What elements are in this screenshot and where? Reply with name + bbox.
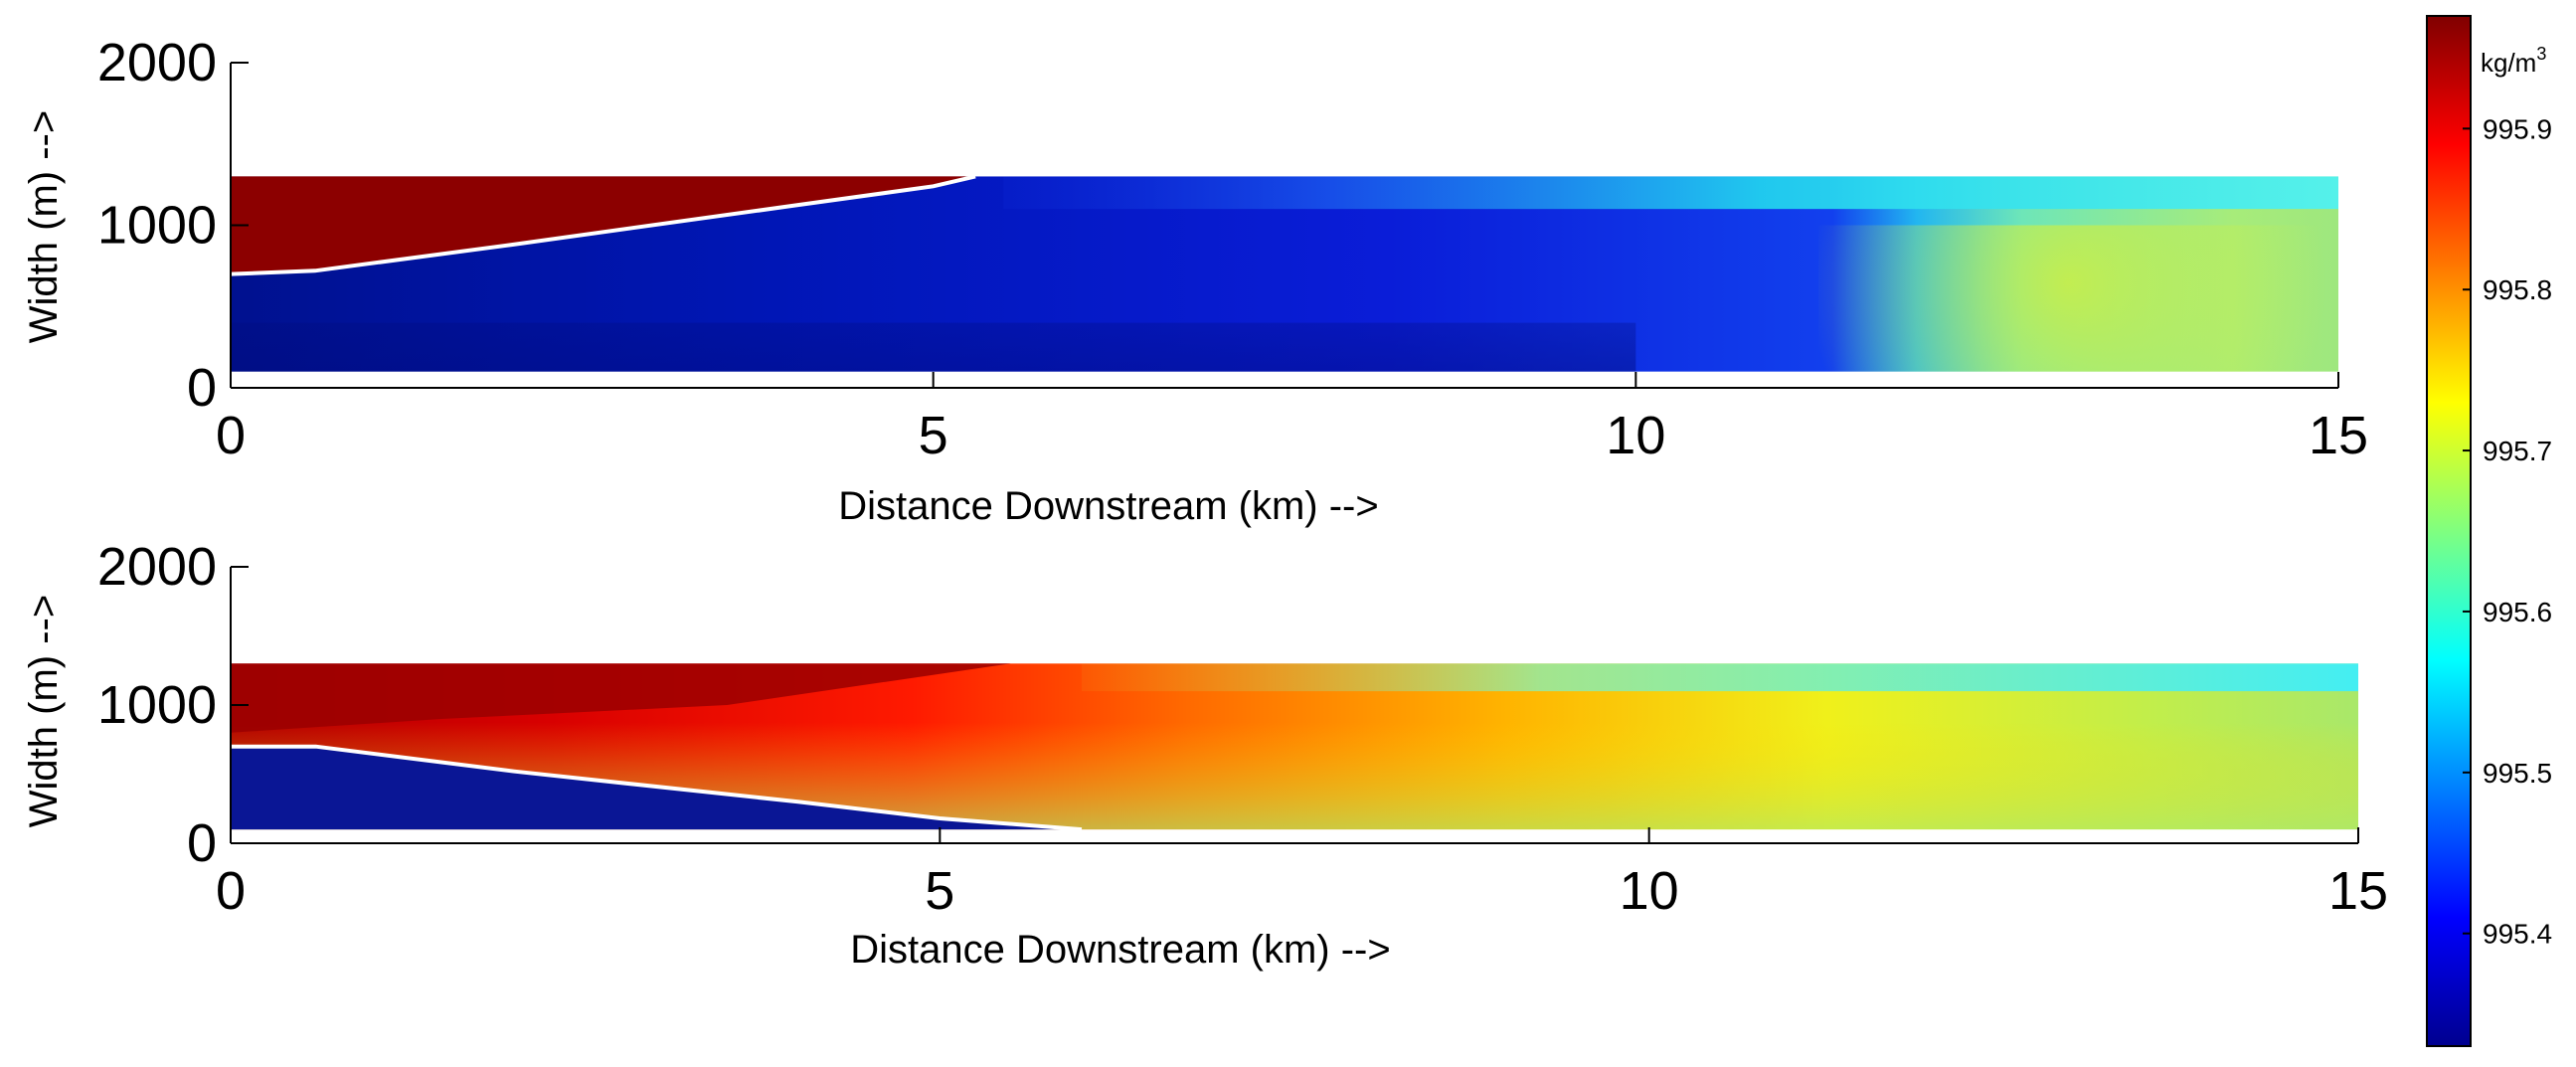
colorbar-tick-label: 995.9 (2483, 113, 2552, 144)
colorbar-tick-label: 995.7 (2483, 436, 2552, 466)
colorbar-tick-label: 995.4 (2483, 919, 2552, 950)
surface-edge-region (1003, 176, 2339, 210)
x-tick-label: 0 (216, 861, 246, 921)
y-tick-label: 2000 (97, 33, 217, 92)
y-tick-label: 2000 (97, 537, 217, 597)
colorbar-tick-label: 995.8 (2483, 274, 2552, 305)
x-tick-label: 5 (919, 406, 948, 465)
interface-line (231, 744, 1083, 832)
colorbar: kg/m3 995.9 995.8 995.7 995.6 995.5 995.4 (2426, 15, 2552, 1047)
y-axis-label-top: Width (m) --> (22, 110, 66, 343)
x-tick-label: 10 (1620, 861, 1679, 921)
mixed-outflow-region (1818, 225, 2338, 372)
x-axis-label-top: Distance Downstream (km) --> (838, 484, 1378, 528)
colorbar-tick-label: 995.5 (2483, 758, 2552, 789)
y-tick-label: 0 (187, 358, 217, 418)
x-tick-label: 5 (925, 861, 954, 921)
y-axis-label-bottom: Width (m) --> (22, 595, 66, 827)
x-tick-label: 0 (216, 406, 246, 465)
colorbar-ticks: 995.9 995.8 995.7 995.6 995.5 995.4 (2463, 113, 2552, 950)
colorbar-gradient (2426, 15, 2472, 1047)
density-field-bottom (231, 663, 2358, 832)
surface-edge-region (1082, 663, 2358, 692)
density-field-top (230, 174, 2339, 372)
interface-line (230, 174, 976, 276)
x-tick-label: 15 (2328, 861, 2388, 921)
x-tick-label: 15 (2309, 406, 2368, 465)
deep-light-region (231, 322, 1636, 372)
y-tick-label: 1000 (97, 196, 217, 256)
x-axis-label-bottom: Distance Downstream (km) --> (850, 928, 1390, 972)
bottom-panel: 0 5 10 15 0 1000 2000 Distance Downstream (km)… (22, 537, 2388, 972)
y-tick-label: 0 (187, 813, 217, 873)
colorbar-tick-label: 995.6 (2483, 597, 2552, 627)
x-tick-label: 10 (1606, 406, 1665, 465)
dense-water-wedge (231, 176, 976, 274)
colorbar-unit: kg/m3 (2481, 44, 2546, 78)
axes-top: 0 5 10 15 0 1000 2000 (97, 33, 2368, 465)
y-tick-label: 1000 (97, 675, 217, 735)
axes-bottom: 0 5 10 15 0 1000 2000 (97, 537, 2388, 921)
dense-core-region (231, 663, 1011, 733)
top-panel: 0 5 10 15 0 1000 2000 Distance Downstream (km)… (22, 33, 2368, 528)
